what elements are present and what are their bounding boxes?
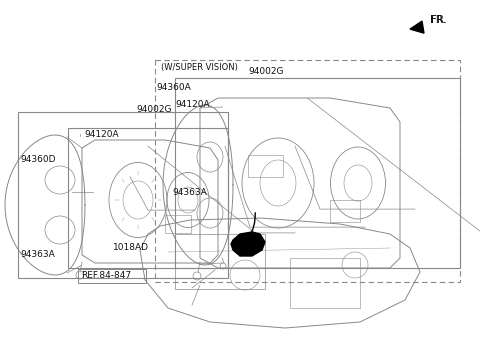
Polygon shape [231,232,265,256]
Bar [175,234,265,289]
Bar [290,258,360,308]
Text: REF.84-847: REF.84-847 [81,271,131,279]
Polygon shape [410,21,424,33]
Bar [78,269,146,283]
Text: 94363A: 94363A [173,188,207,197]
Bar [18,112,228,278]
Text: FR.: FR. [430,15,445,25]
Text: 1018AD: 1018AD [113,243,149,252]
Bar [175,78,460,268]
Text: 94002G: 94002G [137,105,172,114]
Text: 94360D: 94360D [20,155,56,164]
Text: 94120A: 94120A [84,130,119,139]
Bar [330,200,360,222]
Text: FR.: FR. [431,15,446,24]
Bar [165,215,191,233]
Bar [68,128,228,268]
Text: (W/SUPER VISION): (W/SUPER VISION) [161,63,238,72]
Text: 94120A: 94120A [175,100,210,109]
Bar [248,155,283,177]
Bar [155,60,460,282]
Text: 94363A: 94363A [20,250,55,259]
Text: 94002G: 94002G [249,68,284,76]
Text: 94360A: 94360A [156,83,191,92]
